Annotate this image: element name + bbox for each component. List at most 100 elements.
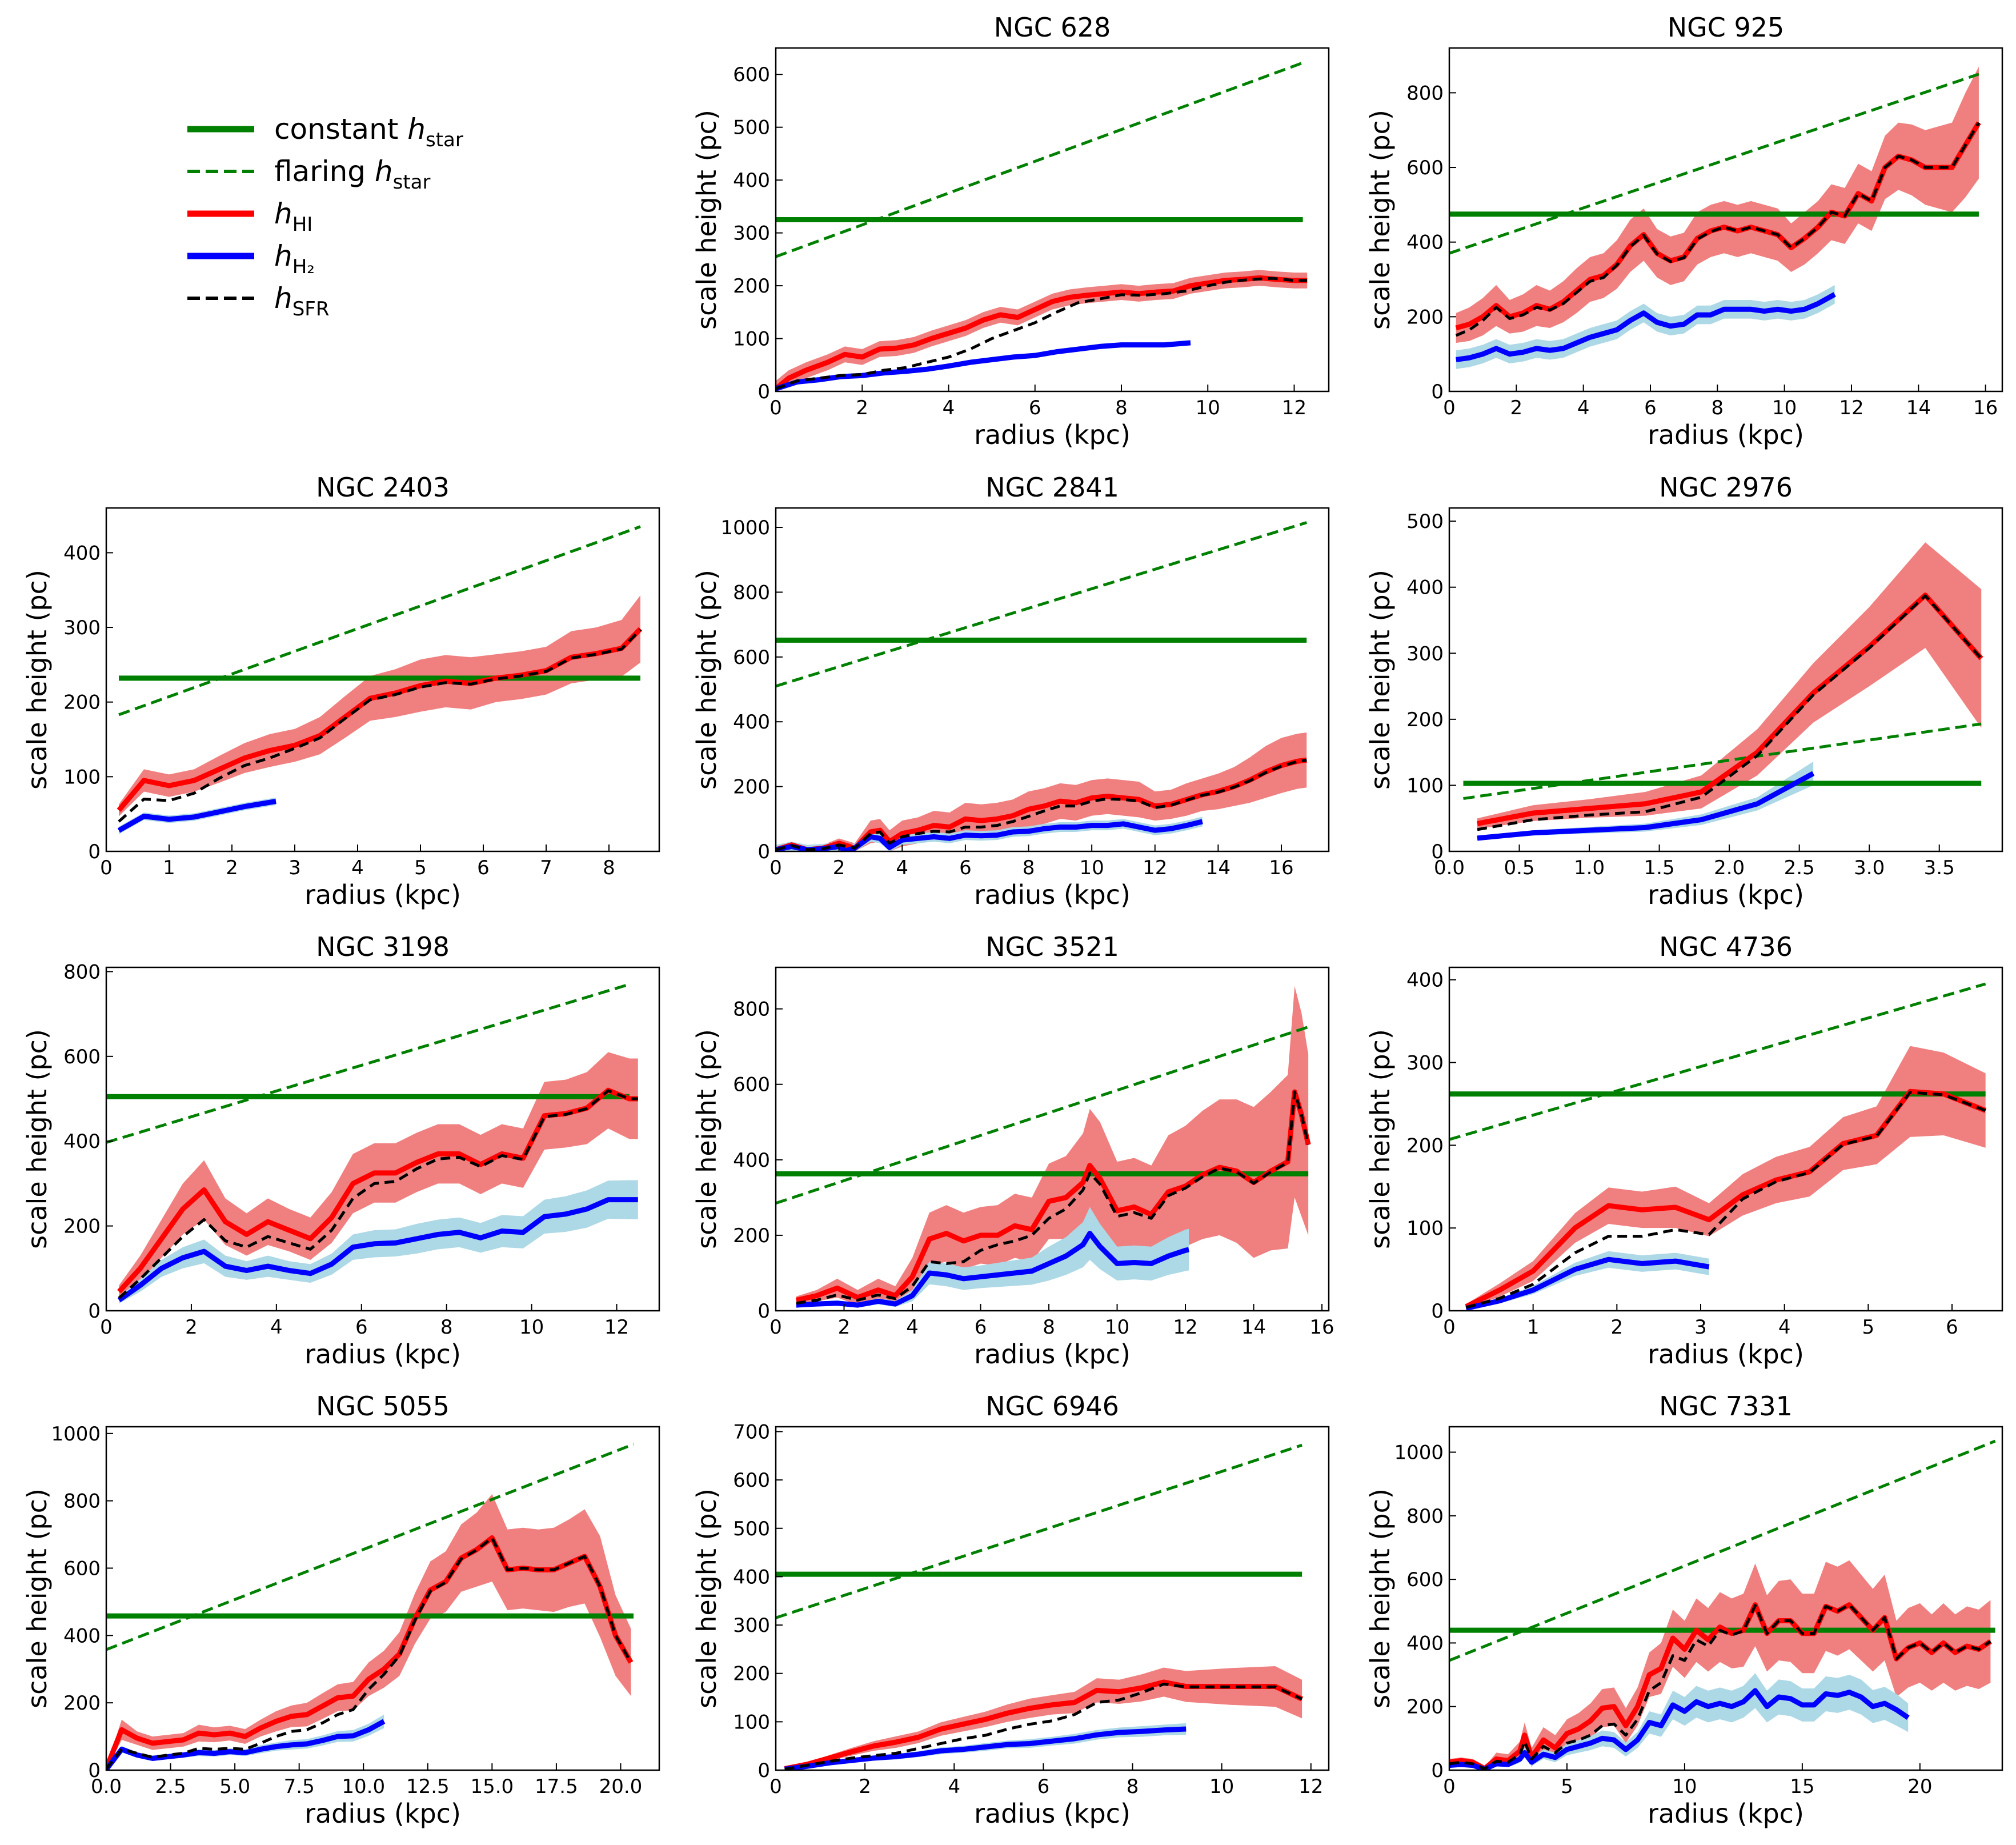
y-axis-label: scale height (pc): [22, 570, 53, 790]
legend-label: hSFR: [274, 282, 329, 321]
x-tick-label: 10.0: [342, 1775, 385, 1798]
y-tick-label: 200: [733, 1224, 770, 1247]
y-tick-label: 400: [1406, 1632, 1444, 1655]
x-tick-label: 0.0: [1434, 857, 1465, 879]
x-tick-label: 8: [1712, 397, 1724, 419]
y-tick-label: 400: [733, 1566, 770, 1588]
x-axis-label: radius (kpc): [974, 1798, 1131, 1829]
hi-error-band: [776, 732, 1307, 851]
panel-ngc-628: 0 2 4 6 8 10 12 0 100 200 300 400 500 600 NGC 628 radiu…: [691, 12, 1330, 450]
x-tick-label: 12: [1282, 397, 1306, 419]
x-tick-label: 0: [1443, 1316, 1456, 1339]
legend-label: hHI: [274, 197, 312, 236]
y-tick-label: 500: [1406, 510, 1444, 533]
flaring-hstar-line: [1449, 1439, 1996, 1662]
x-tick-label: 1.5: [1644, 857, 1675, 879]
legend-label: hH₂: [274, 239, 315, 278]
y-tick-label: 300: [733, 222, 770, 245]
axes-frame: [1448, 1426, 2003, 1771]
y-tick-label: 200: [63, 1692, 101, 1715]
x-tick-label: 2: [838, 1316, 851, 1339]
y-tick-label: 0: [757, 381, 770, 403]
legend-label: constant hstar: [274, 113, 463, 151]
y-axis-label: scale height (pc): [22, 1488, 53, 1708]
x-tick-label: 1: [1527, 1316, 1540, 1339]
y-tick-label: 300: [733, 1614, 770, 1637]
x-tick-label: 6: [1946, 1316, 1958, 1339]
sfr-line: [118, 629, 642, 823]
y-tick-label: 0: [1431, 1300, 1444, 1323]
y-tick-label: 300: [63, 617, 101, 639]
panel-ngc-2841: 0 2 4 6 8 10 12 14 16 0 200 400 600 800 1000 NGC 2841 ra…: [691, 472, 1330, 910]
x-tick-label: 2: [1611, 1316, 1624, 1339]
hi-error-band: [106, 1494, 631, 1770]
legend-label-main: flaring: [274, 155, 375, 188]
x-tick-label: 10: [1196, 397, 1220, 419]
x-tick-label: 8: [1115, 397, 1128, 419]
x-tick-label: 2: [856, 397, 868, 419]
hi-error-band: [784, 1666, 1302, 1770]
plot-area: [776, 521, 1308, 851]
x-tick-label: 2: [859, 1775, 871, 1798]
panel-title: NGC 2976: [1659, 472, 1793, 503]
y-tick-label: 400: [733, 169, 770, 192]
hi-line: [1465, 1088, 1987, 1309]
panel-title: NGC 6946: [985, 1391, 1119, 1422]
axes-frame: [1448, 966, 2003, 1312]
x-tick-label: 4: [906, 1316, 919, 1339]
y-tick-label: 0: [88, 1300, 101, 1323]
x-tick-label: 5: [414, 857, 427, 879]
flaring-hstar-line: [106, 983, 630, 1144]
x-tick-label: 0: [1443, 1775, 1456, 1798]
legend-label-sub: star: [393, 171, 431, 194]
y-tick-label: 200: [63, 691, 101, 714]
legend-item: constant hstar: [187, 113, 463, 151]
hi-line: [776, 275, 1308, 391]
y-tick-label: 200: [1406, 1134, 1444, 1157]
h2-line: [796, 1231, 1189, 1308]
x-tick-label: 20: [1907, 1775, 1932, 1798]
panel-ngc-5055: 0.0 2.5 5.0 7.5 10.0 12.5 15.0 17.5 20.0 0 200 400 6…: [22, 1391, 660, 1829]
y-axis-label: scale height (pc): [22, 1029, 53, 1249]
y-tick-label: 400: [1406, 577, 1444, 599]
y-tick-label: 600: [733, 1074, 770, 1096]
y-axis-label: scale height (pc): [1365, 1488, 1396, 1708]
h2-line: [117, 1197, 638, 1303]
y-tick-label: 400: [1406, 969, 1444, 992]
sfr-line: [776, 758, 1307, 851]
hi-error-band: [796, 986, 1309, 1306]
x-tick-label: 0: [769, 397, 782, 419]
y-tick-label: 0: [88, 841, 101, 863]
panel-title: NGC 3198: [316, 931, 450, 962]
legend-label-h: h: [274, 239, 292, 273]
x-tick-label: 3: [1694, 1316, 1707, 1339]
x-tick-label: 0: [100, 1316, 113, 1339]
x-tick-label: 8: [440, 1316, 453, 1339]
x-axis-label: radius (kpc): [974, 1339, 1131, 1370]
x-tick-label: 12: [604, 1316, 629, 1339]
axes-frame: [105, 1426, 660, 1771]
y-tick-label: 300: [1406, 1052, 1444, 1075]
y-tick-label: 0: [757, 841, 770, 863]
x-tick-label: 12: [1298, 1775, 1323, 1798]
legend-label-h: h: [407, 113, 426, 146]
x-tick-label: 4: [270, 1316, 283, 1339]
plot-area: [106, 1443, 634, 1770]
y-tick-label: 400: [63, 1624, 101, 1647]
flaring-hstar-line: [1463, 722, 1982, 801]
x-tick-label: 7: [540, 857, 552, 879]
y-tick-label: 600: [1406, 1568, 1444, 1591]
y-tick-label: 0: [88, 1759, 101, 1782]
hi-error-band: [1456, 66, 1979, 343]
x-tick-label: 8: [1023, 857, 1035, 879]
flaring-hstar-line: [776, 521, 1308, 688]
x-tick-label: 0.5: [1504, 857, 1534, 879]
x-tick-label: 20.0: [599, 1775, 643, 1798]
axes-frame: [1448, 47, 2003, 393]
x-tick-label: 10: [1672, 1775, 1697, 1798]
x-tick-label: 3.5: [1924, 857, 1955, 879]
x-tick-label: 8: [1127, 1775, 1139, 1798]
legend-label-sub: SFR: [292, 298, 330, 321]
